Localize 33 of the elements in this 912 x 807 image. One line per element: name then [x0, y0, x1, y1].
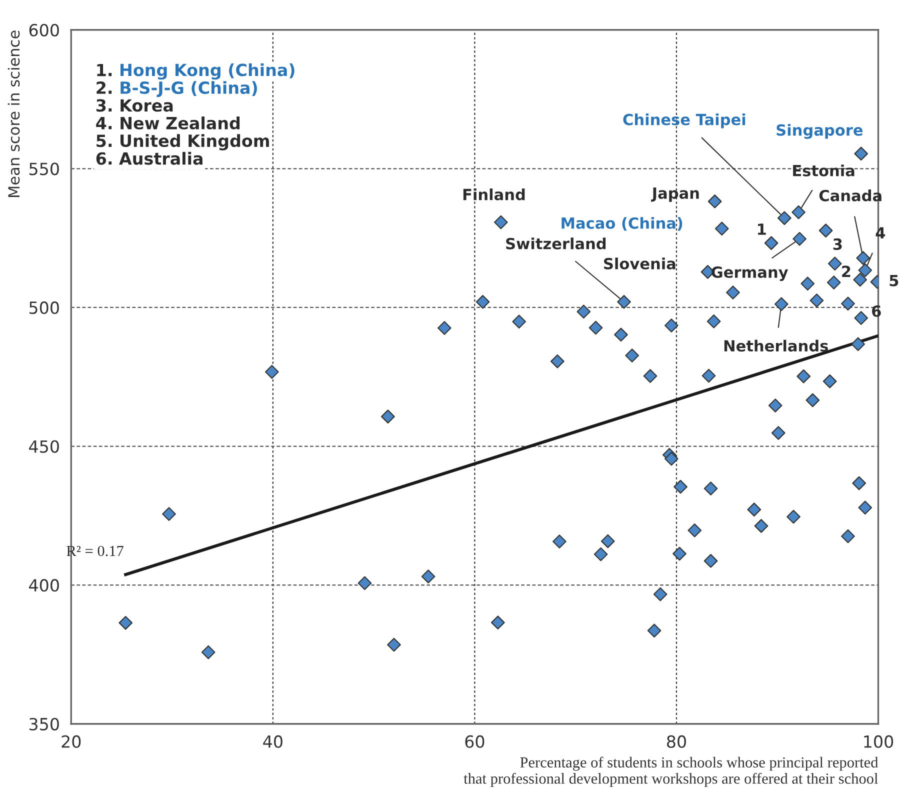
annotation: 1. Hong Kong (China) [97, 63, 294, 80]
annotation: 4. New Zealand [96, 116, 240, 130]
annotation: Chinese Taipei [623, 113, 746, 128]
annotation: Singapore [776, 124, 863, 139]
y-tick-label: 400 [29, 579, 59, 592]
annotation: Macao (China) [562, 217, 682, 231]
y-tick-label: 450 [29, 440, 59, 453]
annotation: 5. United Kingdom [96, 134, 269, 150]
annotation: 3 [833, 238, 842, 250]
annotation: 5 [890, 275, 898, 286]
x-tick-label: 20 [62, 735, 81, 748]
y-tick-label: 500 [30, 301, 59, 314]
annotation: Germany [712, 266, 788, 282]
annotation: Estonia [793, 164, 854, 176]
y-tick-label: 550 [30, 162, 59, 176]
y-axis-title: Mean score in science [8, 30, 20, 198]
x-tick-label: 100 [864, 735, 894, 748]
annotation: Japan [651, 188, 699, 202]
annotation: 2 [842, 266, 850, 277]
annotation: Switzerland [506, 238, 606, 250]
x-tick-label: 40 [263, 735, 282, 748]
annotation: Finland [463, 188, 525, 200]
annotation: 2. B-S-J-G (China) [96, 81, 257, 98]
annotation: 3. Korea [96, 99, 173, 112]
annotation: Slovenia [604, 258, 676, 270]
annotation: Netherlands [724, 340, 828, 352]
y-tick-label: 600 [29, 24, 59, 36]
y-tick-label: 350 [29, 718, 59, 730]
x-tick-label: 60 [465, 735, 484, 748]
annotation: 1 [758, 224, 766, 235]
annotation: 6. Australia [96, 152, 202, 165]
x-tick-label: 80 [667, 735, 686, 748]
x-axis-title: Percentage of students in schools whose principal reported that professional development workshops are offered at their school [464, 756, 878, 787]
